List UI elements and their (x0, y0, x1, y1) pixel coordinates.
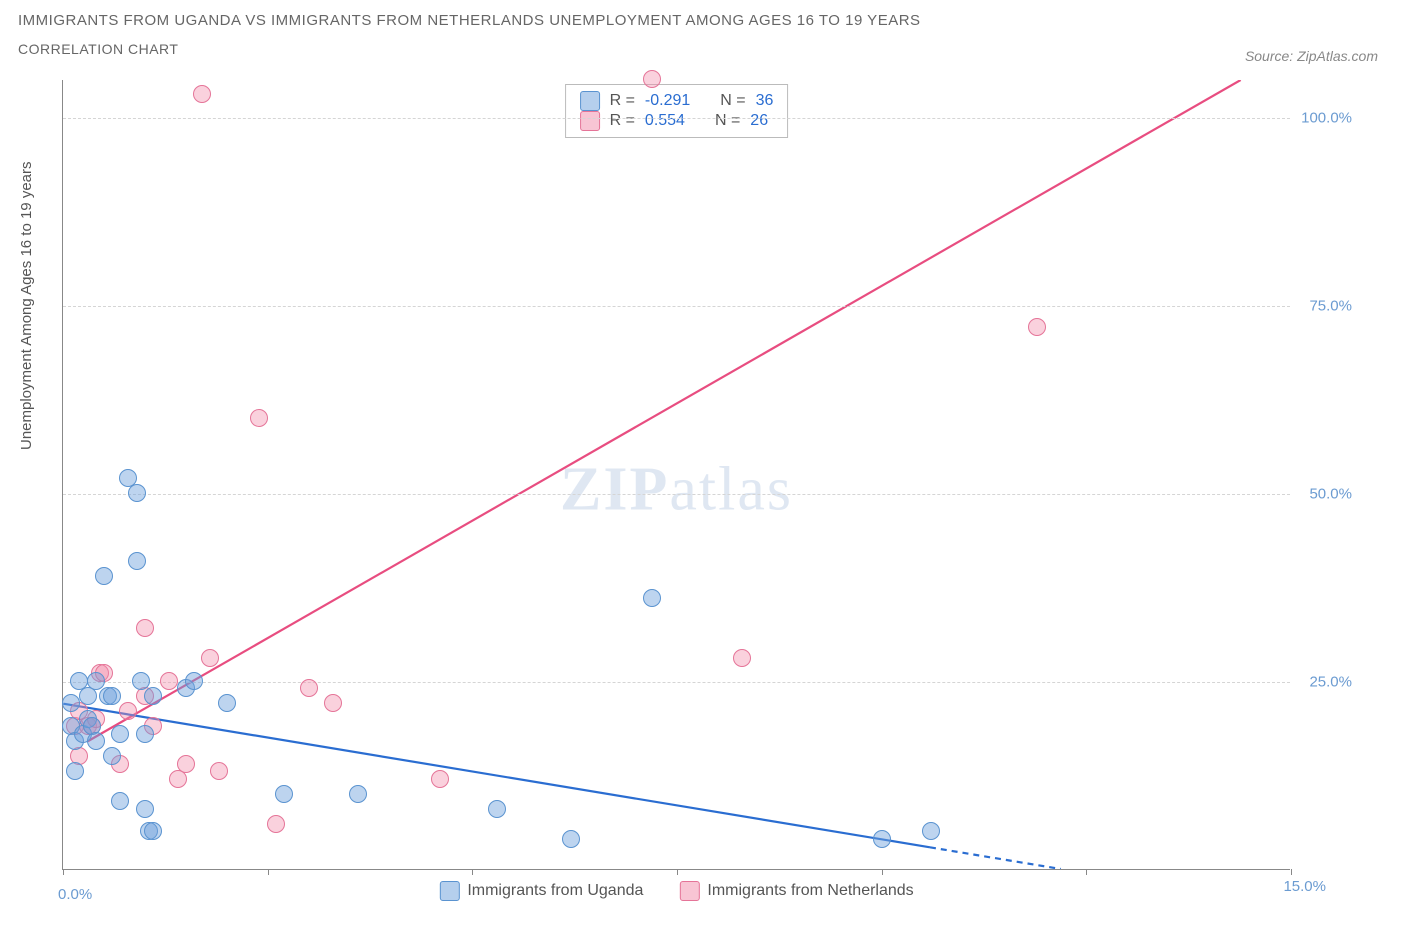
legend-item-pink: Immigrants from Netherlands (679, 881, 913, 901)
data-point-pink (267, 815, 285, 833)
data-point-pink (210, 762, 228, 780)
data-point-blue (185, 672, 203, 690)
source-attribution: Source: ZipAtlas.com (1245, 48, 1378, 64)
y-tick-label: 50.0% (1309, 485, 1352, 502)
data-point-blue (111, 792, 129, 810)
data-point-blue (87, 732, 105, 750)
data-point-pink (177, 755, 195, 773)
data-point-blue (136, 800, 154, 818)
data-point-blue (95, 567, 113, 585)
data-point-pink (300, 679, 318, 697)
data-point-pink (733, 649, 751, 667)
r-label: R = (610, 112, 635, 130)
data-point-blue (111, 725, 129, 743)
data-point-blue (144, 822, 162, 840)
chart-area: ZIPatlas R = -0.291 N = 36 R = 0.554 N =… (62, 80, 1382, 888)
data-point-blue (66, 762, 84, 780)
data-point-blue (873, 830, 891, 848)
data-point-pink (119, 702, 137, 720)
data-point-blue (62, 694, 80, 712)
stats-legend: R = -0.291 N = 36 R = 0.554 N = 26 (565, 84, 789, 138)
gridline (63, 494, 1290, 495)
gridline (63, 118, 1290, 119)
r-value-blue: -0.291 (645, 92, 690, 110)
data-point-pink (160, 672, 178, 690)
x-tick-mark (1086, 869, 1087, 875)
chart-title: IMMIGRANTS FROM UGANDA VS IMMIGRANTS FRO… (18, 12, 921, 29)
data-point-pink (193, 85, 211, 103)
data-point-blue (136, 725, 154, 743)
y-tick-label: 75.0% (1309, 297, 1352, 314)
gridline (63, 306, 1290, 307)
data-point-pink (324, 694, 342, 712)
x-tick-mark (63, 869, 64, 875)
data-point-blue (218, 694, 236, 712)
x-tick-mark (677, 869, 678, 875)
x-tick-mark (268, 869, 269, 875)
legend-label-pink: Immigrants from Netherlands (707, 882, 913, 900)
data-point-blue (128, 484, 146, 502)
data-point-blue (87, 672, 105, 690)
watermark: ZIPatlas (560, 455, 793, 526)
data-point-blue (103, 687, 121, 705)
pink-swatch-icon (580, 111, 600, 131)
gridline (63, 682, 1290, 683)
x-axis-zero-label: 0.0% (58, 886, 92, 903)
data-point-pink (643, 70, 661, 88)
data-point-pink (136, 619, 154, 637)
y-tick-label: 100.0% (1301, 109, 1352, 126)
x-tick-mark (1291, 869, 1292, 875)
blue-swatch-icon (439, 881, 459, 901)
data-point-blue (488, 800, 506, 818)
data-point-blue (128, 552, 146, 570)
data-point-blue (562, 830, 580, 848)
x-tick-mark (472, 869, 473, 875)
data-point-pink (431, 770, 449, 788)
n-label: N = (720, 92, 745, 110)
data-point-pink (201, 649, 219, 667)
scatter-plot: ZIPatlas R = -0.291 N = 36 R = 0.554 N =… (62, 80, 1290, 870)
x-axis-end-label: 15.0% (1283, 878, 1326, 895)
stats-legend-row-blue: R = -0.291 N = 36 (580, 91, 774, 111)
series-legend: Immigrants from Uganda Immigrants from N… (439, 881, 913, 901)
data-point-blue (132, 672, 150, 690)
data-point-blue (275, 785, 293, 803)
y-tick-label: 25.0% (1309, 673, 1352, 690)
n-label: N = (715, 112, 740, 130)
data-point-pink (1028, 318, 1046, 336)
y-axis-label: Unemployment Among Ages 16 to 19 years (18, 161, 35, 450)
n-value-blue: 36 (756, 92, 774, 110)
x-tick-mark (882, 869, 883, 875)
data-point-blue (922, 822, 940, 840)
data-point-blue (144, 687, 162, 705)
data-point-pink (250, 409, 268, 427)
blue-swatch-icon (580, 91, 600, 111)
r-label: R = (610, 92, 635, 110)
data-point-blue (643, 589, 661, 607)
chart-subtitle: CORRELATION CHART (18, 41, 921, 57)
trend-lines (63, 80, 1290, 869)
data-point-blue (103, 747, 121, 765)
data-point-blue (349, 785, 367, 803)
legend-item-blue: Immigrants from Uganda (439, 881, 643, 901)
pink-swatch-icon (679, 881, 699, 901)
stats-legend-row-pink: R = 0.554 N = 26 (580, 111, 774, 131)
n-value-pink: 26 (750, 112, 768, 130)
legend-label-blue: Immigrants from Uganda (467, 882, 643, 900)
r-value-pink: 0.554 (645, 112, 685, 130)
